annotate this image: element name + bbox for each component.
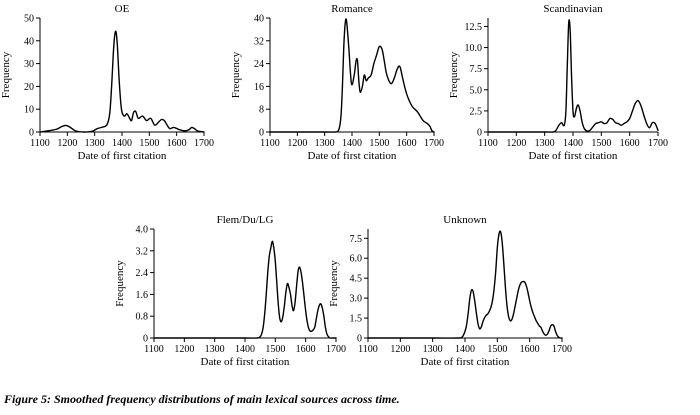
y-tick-label: 24 [254,59,264,70]
y-tick-label: 30 [24,59,34,70]
x-tick-label: 1700 [326,344,346,355]
x-tick-label: 1500 [487,344,507,355]
x-tick-label: 1500 [139,138,159,149]
x-axis-label: Date of first citation [421,356,510,368]
x-tick-label: 1200 [506,138,526,149]
chart-panel-0: OE 0 10 20 30 40 50 1100 1200 1300 1400 1500 1600 170… [0,3,214,162]
x-tick-label: 1100 [260,138,280,149]
x-tick-label: 1300 [315,138,335,149]
chart-panel-1: Romance 0 8 16 24 32 40 1100 1200 1300 1400 1500 160… [230,3,444,162]
y-tick-label: 10.0 [465,43,483,54]
y-tick-label: 5.0 [470,85,483,96]
x-tick-label: 1600 [397,138,417,149]
x-tick-label: 1400 [342,138,362,149]
series-line-0 [269,18,435,133]
chart-title: Unknown [443,214,487,226]
y-tick-label: 4.5 [350,274,363,285]
x-tick-label: 1100 [478,138,498,149]
chart-panel-3: Flem/Du/LG 0 0.8 1.6 2.4 3.2 4.0 1100 1200 1300 14… [114,214,346,368]
y-tick-label: 4.0 [136,225,149,236]
y-tick-label: 32 [254,36,264,47]
chart-panel-2: Scandinavian 0 2.5 5.0 7.5 10.0 12.5 1100 1200 13… [448,3,668,162]
x-tick-label: 1600 [296,344,316,355]
x-tick-label: 1100 [144,344,164,355]
y-tick-label: 3.2 [136,246,149,257]
y-tick-label: 0 [259,128,264,139]
series-line-0 [39,30,205,133]
x-tick-label: 1700 [648,138,668,149]
x-tick-label: 1200 [174,344,194,355]
x-axis-label: Date of first citation [78,150,167,162]
y-tick-label: 1.5 [350,314,363,325]
y-tick-label: 0 [29,128,34,139]
x-tick-label: 1700 [552,344,572,355]
y-axis-label: Frequency [448,51,460,98]
x-tick-label: 1300 [423,344,443,355]
y-tick-label: 50 [24,14,34,25]
x-tick-label: 1400 [563,138,583,149]
y-tick-label: 3.0 [350,294,363,305]
y-tick-label: 2.4 [136,268,149,279]
y-tick-label: 40 [254,14,264,25]
x-tick-label: 1700 [424,138,444,149]
x-tick-label: 1500 [265,344,285,355]
y-tick-label: 0.8 [136,312,149,323]
x-tick-label: 1600 [167,138,187,149]
series-line-0 [153,240,337,339]
y-tick-label: 0 [357,334,362,345]
x-tick-label: 1100 [358,344,378,355]
y-tick-label: 7.5 [350,234,363,245]
y-tick-label: 40 [24,36,34,47]
chart-title: Flem/Du/LG [217,214,274,226]
x-tick-label: 1300 [85,138,105,149]
x-axis-label: Date of first citation [201,356,290,368]
y-tick-label: 6.0 [350,254,363,265]
y-axis-label: Frequency [0,51,12,98]
y-tick-label: 0 [143,334,148,345]
y-tick-label: 10 [24,105,34,116]
series-line-0 [487,19,659,133]
x-tick-label: 1200 [57,138,77,149]
y-axis-label: Frequency [328,260,340,307]
series-line-0 [367,230,563,339]
x-tick-label: 1200 [390,344,410,355]
chart-title: Romance [331,3,373,15]
y-tick-label: 16 [254,82,264,93]
chart-panel-4: Unknown 0 1.5 3.0 4.5 6.0 7.5 1100 1200 1300 1400 1… [328,214,572,368]
x-tick-label: 1300 [535,138,555,149]
chart-title: OE [115,3,130,15]
y-tick-label: 7.5 [470,64,483,75]
y-tick-label: 8 [259,105,264,116]
x-tick-label: 1600 [620,138,640,149]
x-tick-label: 1400 [112,138,132,149]
y-tick-label: 0 [477,128,482,139]
y-tick-label: 1.6 [136,290,149,301]
figure-caption: Figure 5: Smoothed frequency distributio… [4,392,400,406]
x-axis-label: Date of first citation [308,150,397,162]
x-tick-label: 1400 [455,344,475,355]
x-tick-label: 1700 [194,138,214,149]
y-tick-label: 20 [24,82,34,93]
y-tick-label: 2.5 [470,106,483,117]
x-tick-label: 1100 [30,138,50,149]
x-tick-label: 1200 [287,138,307,149]
x-tick-label: 1300 [205,344,225,355]
x-tick-label: 1500 [369,138,389,149]
x-tick-label: 1600 [520,344,540,355]
x-tick-label: 1500 [591,138,611,149]
y-tick-label: 12.5 [465,22,483,33]
y-axis-label: Frequency [230,51,242,98]
x-tick-label: 1400 [235,344,255,355]
x-axis-label: Date of first citation [529,150,618,162]
y-axis-label: Frequency [114,260,126,307]
chart-title: Scandinavian [543,3,603,15]
